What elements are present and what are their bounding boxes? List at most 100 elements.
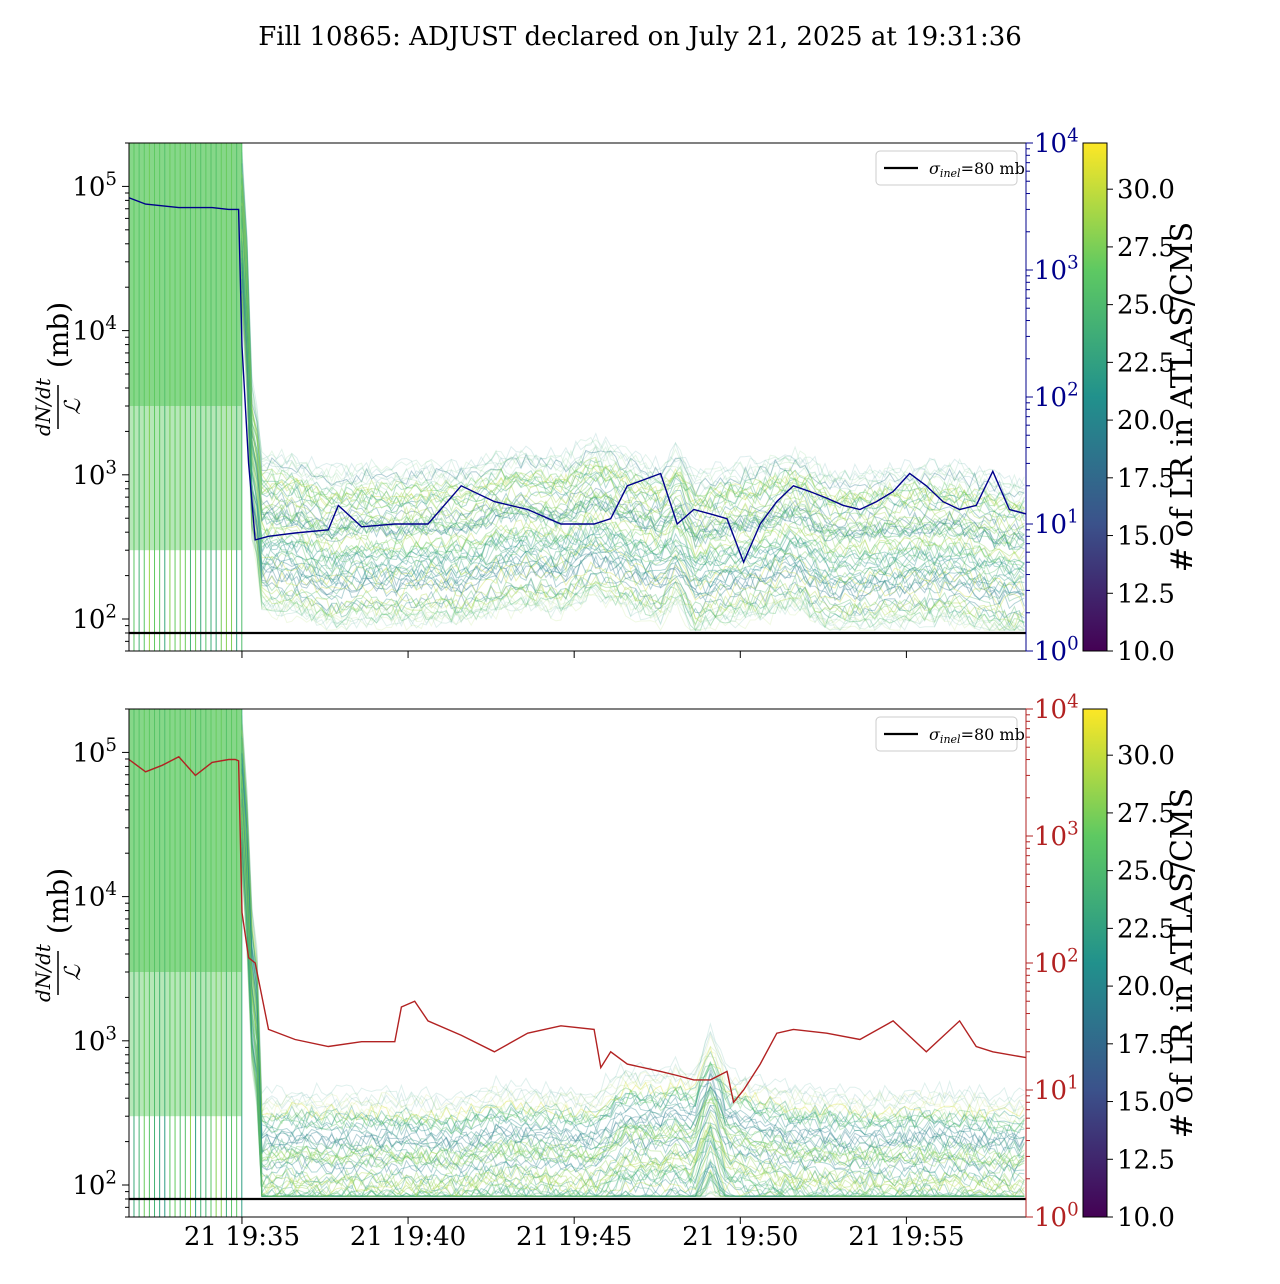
colorbar-label: # of LR in ATLAS/CMS <box>1165 222 1200 572</box>
ratio-trace <box>241 250 1025 575</box>
ratio-trace <box>241 866 1025 1197</box>
x-tick-label: 21 19:50 <box>682 1222 798 1252</box>
ratio-trace <box>241 814 1025 1198</box>
ratio-trace <box>241 279 1025 623</box>
ratio-trace <box>241 793 1025 1190</box>
colorbar-label: # of LR in ATLAS/CMS <box>1165 788 1200 1138</box>
y-tick-label: 103 <box>72 457 117 490</box>
right-axis-series-line <box>129 755 1026 1104</box>
ratio-trace <box>241 267 1025 595</box>
colorbar-tick-label: 25.0 <box>1117 291 1175 321</box>
legend-box <box>875 150 1018 186</box>
colorbar-gradient <box>1082 708 1108 1218</box>
colorbar-tick-label: 25.0 <box>1117 857 1175 887</box>
ratio-trace <box>241 754 1025 1149</box>
ratio-trace <box>241 764 1025 1154</box>
ratio-trace <box>241 155 1025 489</box>
ratio-trace <box>241 771 1025 1164</box>
ratio-trace <box>241 862 1025 1197</box>
ratio-trace <box>241 738 1025 1132</box>
ratio-trace <box>241 183 1025 512</box>
ratio-trace <box>241 775 1025 1170</box>
ratio-trace <box>241 191 1025 522</box>
ratio-trace <box>241 245 1025 574</box>
ratio-trace <box>241 298 1025 629</box>
y-axis-label-numerator: dN/dt <box>31 943 55 1002</box>
ratio-trace <box>241 309 1025 632</box>
ratio-trace <box>241 182 1025 522</box>
colorbar-tick-label: 10.0 <box>1117 637 1175 667</box>
ratio-trace <box>241 724 1025 1112</box>
ratio-trace <box>241 806 1025 1198</box>
ratio-trace <box>241 801 1025 1195</box>
ratio-trace <box>241 865 1025 1197</box>
plot-area <box>129 709 1026 1217</box>
ratio-trace <box>241 251 1025 597</box>
ratio-trace <box>241 236 1025 569</box>
ratio-trace <box>241 798 1025 1188</box>
ratio-trace <box>241 818 1025 1197</box>
y-tick-label: 105 <box>72 169 117 202</box>
legend-label: σinel=80 mb <box>929 159 1025 180</box>
ratio-trace <box>241 271 1025 602</box>
ratio-trace <box>241 185 1025 531</box>
colorbar-tick-label: 27.5 <box>1117 233 1175 263</box>
ratio-trace <box>241 852 1025 1197</box>
ratio-trace <box>241 230 1025 562</box>
ratio-trace <box>241 203 1025 536</box>
ratio-trace <box>241 774 1025 1175</box>
ratio-trace <box>241 158 1025 489</box>
colorbar-tick-label: 17.5 <box>1117 1030 1175 1060</box>
y-tick-label: 105 <box>72 735 117 768</box>
ratio-trace <box>241 773 1025 1166</box>
ratio-trace <box>241 241 1025 585</box>
ratio-trace <box>241 752 1025 1149</box>
ratio-trace <box>241 212 1025 544</box>
ratio-trace <box>241 262 1025 596</box>
ratio-trace <box>241 832 1025 1197</box>
ratio-trace <box>241 250 1025 580</box>
high-rate-band-lower <box>129 972 242 1117</box>
ratio-trace <box>241 823 1025 1198</box>
ratio-trace <box>241 793 1025 1191</box>
x-tick-label: 21 19:35 <box>184 1222 300 1252</box>
ratio-trace <box>241 807 1025 1198</box>
ratio-trace <box>241 807 1025 1198</box>
y-axis-label: (mb) dN/dt ℒ <box>31 868 86 1002</box>
ratio-trace <box>241 174 1025 510</box>
ratio-trace <box>241 719 1025 1114</box>
ratio-trace <box>241 278 1025 610</box>
x-tick-label: 21 19:40 <box>350 1222 466 1252</box>
ratio-trace <box>241 174 1025 511</box>
legend: σinel=80 mb <box>875 716 1025 752</box>
ratio-trace <box>241 279 1025 619</box>
ratio-trace <box>241 868 1025 1197</box>
ratio-trace <box>241 821 1025 1198</box>
ratio-trace <box>241 263 1025 600</box>
colorbar-tick-label: 30.0 <box>1117 175 1175 205</box>
ratio-trace <box>241 178 1025 519</box>
ratio-trace <box>241 758 1025 1142</box>
colorbar-tick-label: 22.5 <box>1117 914 1175 944</box>
ratio-trace <box>241 258 1025 587</box>
ratio-trace <box>241 291 1025 628</box>
high-rate-band-lower <box>129 406 242 551</box>
colorbar-gradient <box>1082 142 1108 652</box>
plot-area <box>129 143 1026 651</box>
colorbar-tick-label: 17.5 <box>1117 464 1175 494</box>
colorbar: 10.0 12.5 15.0 17.5 20.0 22.5 25.0 27.5 30.0 # of… <box>1082 708 1200 1233</box>
ratio-trace <box>241 168 1025 496</box>
y-tick-label: 102 <box>72 1168 117 1201</box>
ratio-trace <box>241 298 1025 632</box>
right-y-tick-label: 100 <box>1034 634 1079 667</box>
ratio-trace <box>241 827 1025 1197</box>
ratio-trace <box>241 841 1025 1197</box>
right-y-tick-label: 104 <box>1034 126 1079 159</box>
ratio-trace <box>241 251 1025 577</box>
ratio-trace <box>241 234 1025 564</box>
ratio-trace <box>241 296 1025 632</box>
ratio-trace <box>241 208 1025 547</box>
legend-label: σinel=80 mb <box>929 725 1025 746</box>
ratio-trace <box>241 293 1025 623</box>
